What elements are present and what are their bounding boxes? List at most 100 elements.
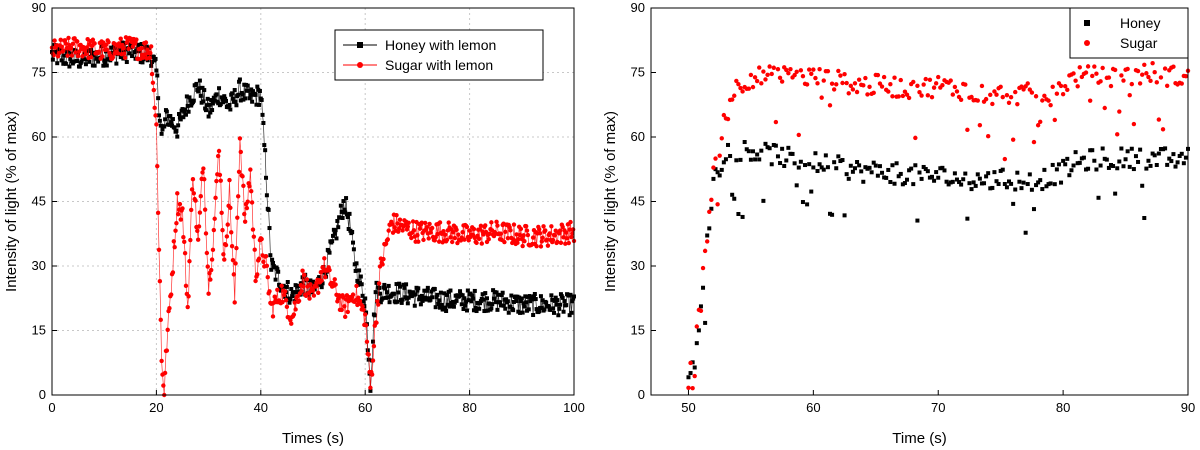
data-point [202,207,208,212]
data-point [1154,163,1159,168]
data-point [1161,147,1166,152]
data-point [563,230,569,235]
data-point [429,225,435,231]
data-point [232,88,237,93]
data-point [508,228,513,233]
data-point [977,176,982,181]
data-point [155,210,161,215]
y-tick-label: 75 [32,65,46,80]
data-point [807,162,812,167]
data-point [842,213,847,218]
data-point [115,51,121,56]
data-point [1036,180,1041,185]
data-point [442,291,447,296]
data-point [834,82,839,87]
data-point [357,268,362,273]
data-point [168,114,173,119]
data-point [777,75,783,80]
data-point [1017,179,1022,184]
data-point [721,160,726,165]
data-point [825,165,830,170]
data-point [52,38,57,43]
data-point [832,160,837,165]
data-point [411,228,417,233]
data-point [948,180,953,185]
data-point [984,174,989,179]
data-point [224,234,230,239]
legend-box [1069,7,1189,59]
data-point [164,348,170,353]
data-point [237,79,242,84]
data-point [925,93,931,98]
data-point [1087,98,1093,103]
data-point [894,161,899,166]
data-point [852,81,858,86]
data-point [198,93,203,98]
data-point [450,239,455,245]
data-point [385,237,391,242]
data-point [539,305,544,310]
data-point [1140,72,1145,77]
data-point [537,309,542,314]
data-point [84,57,89,62]
data-point [68,45,74,51]
data-point [1013,89,1018,95]
data-point [90,37,96,42]
data-point [159,131,164,136]
data-point [184,94,189,99]
data-point [227,102,232,107]
data-point [398,284,402,289]
data-point [890,163,895,168]
data-point [193,198,198,203]
y-tick-label: 0 [39,387,46,402]
data-point [755,152,760,157]
data-point [75,39,80,44]
data-point [771,65,777,70]
data-point [288,318,293,323]
data-point [1090,148,1095,153]
data-point [529,295,534,300]
data-point [809,189,814,194]
data-point [850,87,856,92]
data-point [416,286,421,291]
data-point [740,214,745,219]
data-point [229,243,235,249]
data-point [900,182,905,187]
data-point [189,187,195,192]
data-point [1125,149,1130,154]
data-point [88,55,94,60]
data-point [234,245,239,251]
data-point [856,77,862,82]
data-point [923,76,928,82]
data-point [269,267,274,272]
data-point [63,41,69,46]
legend-entry: Honey [1084,15,1160,31]
data-point [707,209,712,214]
data-point [110,55,116,60]
data-point [992,89,997,94]
data-point [511,308,516,313]
data-point [740,89,745,94]
data-point [76,49,82,54]
data-point [1019,186,1024,191]
plot-frame [650,7,1189,396]
data-point [983,96,989,102]
data-point [759,148,764,153]
data-point [703,320,708,325]
data-point [425,285,430,290]
series-line [51,36,575,396]
data-point [139,45,144,51]
data-point [752,75,758,80]
data-point [186,109,191,114]
y-axis-title: Intensity of light (% of max) [602,111,619,292]
data-point [233,261,238,266]
data-point [1021,180,1026,185]
data-point [233,99,238,104]
data-point [542,307,547,312]
data-point [738,85,743,91]
data-point [1127,164,1132,169]
data-point [185,103,190,108]
data-point [222,257,227,262]
data-point [1077,65,1082,70]
